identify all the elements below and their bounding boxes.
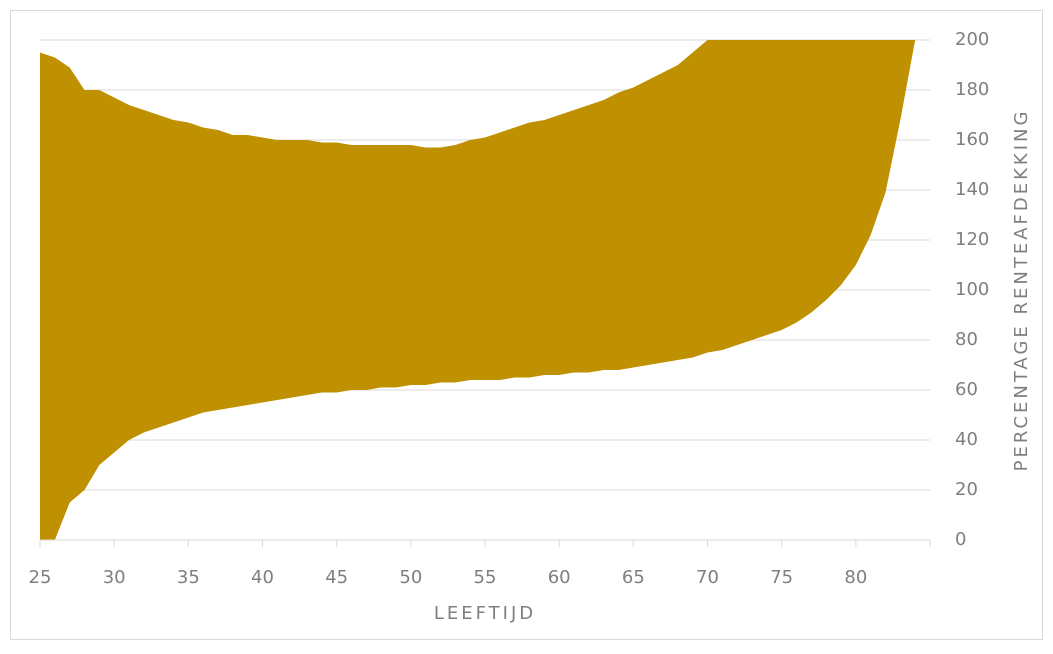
y-tick-label: 120	[955, 229, 989, 250]
y-tick-label: 20	[955, 479, 978, 500]
x-tick-label: 75	[770, 567, 793, 588]
x-tick-label: 50	[399, 567, 422, 588]
y-tick-label: 0	[955, 529, 966, 550]
x-axis-title: LEEFTIJD	[434, 603, 536, 624]
x-tick-label: 25	[29, 567, 52, 588]
x-tick-label: 55	[474, 567, 497, 588]
y-tick-label: 60	[955, 379, 978, 400]
y-tick-label: 140	[955, 179, 989, 200]
x-tick-label: 40	[251, 567, 274, 588]
y-tick-label: 100	[955, 279, 989, 300]
x-tick-label: 45	[325, 567, 348, 588]
x-tick-label: 35	[177, 567, 200, 588]
y-tick-label: 40	[955, 429, 978, 450]
x-tick-label: 80	[844, 567, 867, 588]
x-tick-label: 70	[696, 567, 719, 588]
x-tick-label: 60	[548, 567, 571, 588]
x-tick-label: 65	[622, 567, 645, 588]
y-tick-label: 200	[955, 29, 989, 50]
y-tick-label: 160	[955, 129, 989, 150]
y-axis-title: PERCENTAGE RENTEAFDEKKING	[1011, 109, 1032, 472]
x-tick-label: 30	[103, 567, 126, 588]
range-area	[40, 40, 916, 540]
y-tick-label: 180	[955, 79, 989, 100]
y-tick-label: 80	[955, 329, 978, 350]
